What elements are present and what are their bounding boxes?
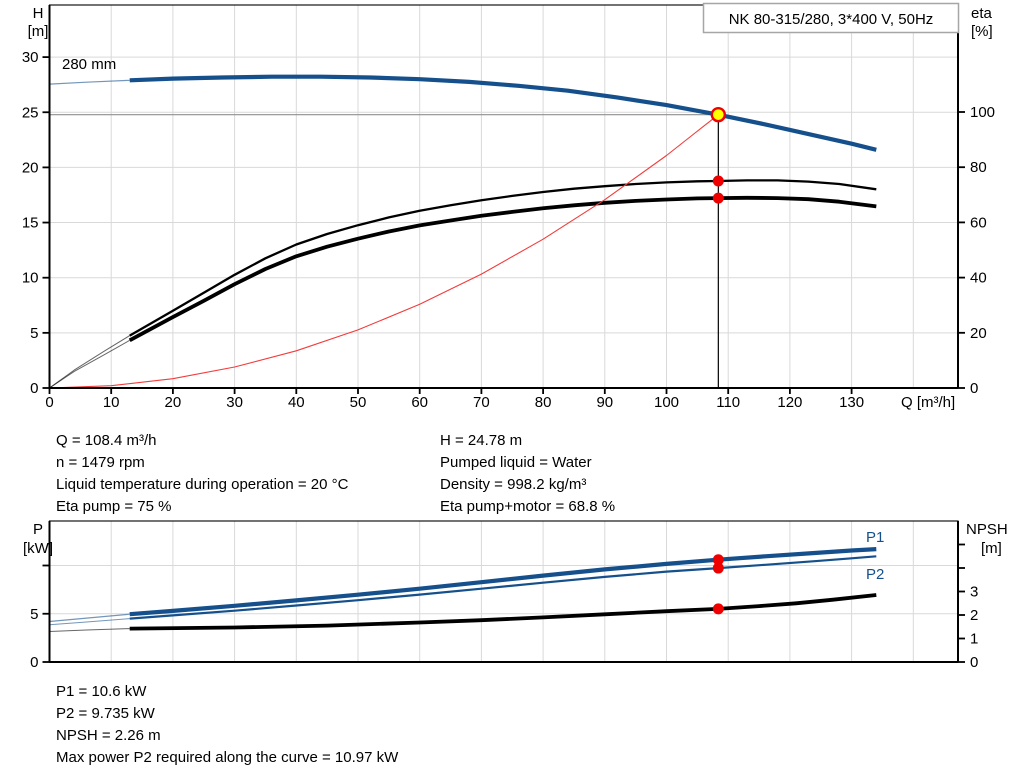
eta-pump-curve-leadin [49, 335, 130, 389]
p2-curve-leadin [49, 618, 130, 626]
power-info: P1 = 10.6 kW P2 = 9.735 kW NPSH = 2.26 m… [56, 681, 398, 769]
p1-curve-leadin [49, 613, 130, 623]
y-right-tick-label: 1 [970, 631, 978, 648]
npsh-duty-dot [712, 603, 724, 615]
npsh-axis-unit: [m] [981, 540, 1002, 557]
info-line-liquid-temp: Liquid temperature during operation = 20… [56, 476, 349, 493]
npsh-curve [129, 593, 877, 631]
x-tick-label: 20 [165, 394, 182, 411]
y-left-tick-label: 5 [30, 325, 38, 342]
eta-pump-motor-curve [128, 195, 877, 342]
head-curve-280mm [129, 74, 877, 152]
power-npsh-chart-grid [49, 521, 958, 662]
info-line-pumped-liquid: Pumped liquid = Water [440, 454, 592, 471]
power-npsh-chart-ticks: 0 5 0 1 2 3 [30, 543, 978, 671]
p1-curve-label: P1 [866, 529, 884, 546]
y-right-tick-label: 0 [970, 654, 978, 671]
h-axis-unit: [m] [28, 23, 49, 40]
eta-pump-motor-duty-dot [712, 192, 724, 204]
power-npsh-chart-frame [48, 520, 959, 663]
duty-info-right: H = 24.78 m Pumped liquid = Water Densit… [440, 430, 615, 518]
eta-axis-unit: [%] [971, 23, 993, 40]
y-left-tick-label: 25 [22, 104, 39, 121]
x-tick-label: 70 [473, 394, 490, 411]
pump-title: NK 80-315/280, 3*400 V, 50Hz [729, 11, 934, 28]
p1-duty-dot [712, 554, 724, 566]
info-line-eta-pump-motor: Eta pump+motor = 68.8 % [440, 498, 616, 515]
npsh-axis-title: NPSH [966, 521, 1008, 538]
eta-pump-motor-curve-leadin [49, 339, 130, 389]
info-line-eta-pump: Eta pump = 75 % [56, 498, 172, 515]
info-line-p2: P2 = 9.735 kW [56, 705, 155, 722]
p-axis-title: P [33, 521, 43, 538]
y-left-tick-label: 5 [30, 606, 38, 623]
y-left-tick-label: 0 [30, 654, 38, 671]
y-right-tick-label: 100 [970, 104, 995, 121]
eta-pump-duty-dot [712, 175, 724, 187]
system-resistance-curve [49, 114, 719, 389]
x-tick-label: 110 [716, 394, 740, 411]
head-curve-280mm-leadin [49, 79, 130, 85]
y-right-tick-label: 0 [970, 380, 978, 397]
p-axis-unit: [kW] [23, 540, 53, 557]
x-tick-label: 100 [654, 394, 679, 411]
y-right-tick-label: 2 [970, 607, 978, 624]
y-left-tick-label: 20 [22, 159, 39, 176]
x-tick-label: 50 [350, 394, 367, 411]
q-axis-title: Q [m³/h] [901, 394, 955, 411]
power-npsh-chart: 0 5 0 1 2 3 [30, 520, 978, 671]
h-axis-title: H [33, 5, 44, 22]
head-efficiency-chart: 0 5 10 15 20 25 30 0 20 40 60 80 100 0 10 20 30 40 50 60 70 8… [22, 4, 995, 411]
info-line-max-power: Max power P2 required along the curve = … [56, 749, 399, 766]
info-line-density: Density = 998.2 kg/m³ [440, 476, 587, 493]
x-tick-label: 80 [535, 394, 552, 411]
y-right-tick-label: 40 [970, 270, 987, 287]
info-line-h: H = 24.78 m [440, 432, 523, 449]
x-tick-label: 60 [411, 394, 428, 411]
p2-curve-label: P2 [866, 566, 884, 583]
npsh-curve-leadin [49, 628, 130, 632]
y-right-tick-label: 80 [970, 159, 987, 176]
p1-curve [129, 547, 877, 617]
info-line-q: Q = 108.4 m³/h [56, 432, 157, 449]
info-line-p1: P1 = 10.6 kW [56, 683, 147, 700]
y-left-tick-label: 0 [30, 380, 38, 397]
y-left-tick-label: 15 [22, 215, 39, 232]
p2-duty-dot [712, 562, 724, 574]
x-tick-label: 0 [45, 394, 53, 411]
x-tick-label: 120 [777, 394, 802, 411]
y-left-tick-label: 30 [22, 49, 39, 66]
pump-title-box [702, 2, 960, 34]
x-tick-label: 130 [839, 394, 864, 411]
duty-info-left: Q = 108.4 m³/h n = 1479 rpm Liquid tempe… [56, 430, 348, 518]
head-efficiency-chart-ticks: 0 5 10 15 20 25 30 0 20 40 60 80 100 0 10 20 30 40 50 60 70 8… [22, 49, 995, 411]
eta-axis-title: eta [971, 5, 993, 22]
impeller-diameter-label: 280 mm [62, 56, 116, 73]
x-tick-label: 10 [103, 394, 120, 411]
x-tick-label: 90 [596, 394, 613, 411]
info-line-speed: n = 1479 rpm [56, 454, 145, 471]
x-tick-label: 40 [288, 394, 305, 411]
y-right-tick-label: 3 [970, 584, 978, 601]
x-tick-label: 30 [226, 394, 243, 411]
y-left-tick-label: 10 [22, 270, 39, 287]
head-efficiency-chart-grid [49, 5, 958, 388]
p2-curve [129, 555, 877, 620]
duty-point-marker[interactable] [710, 106, 727, 123]
eta-pump-curve [129, 179, 877, 337]
y-right-tick-label: 20 [970, 325, 987, 342]
info-line-npsh: NPSH = 2.26 m [56, 727, 161, 744]
y-right-tick-label: 60 [970, 214, 987, 231]
